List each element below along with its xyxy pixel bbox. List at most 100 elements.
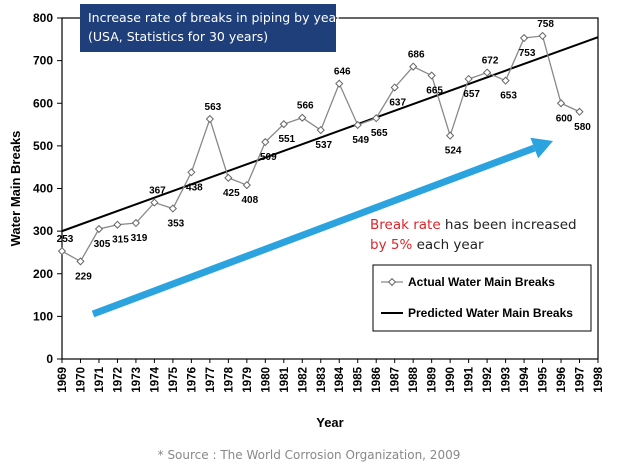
y-tick-label: 300	[33, 224, 53, 238]
data-label: 566	[297, 101, 314, 112]
data-label: 353	[168, 219, 185, 230]
data-label: 753	[519, 48, 536, 59]
actual-breaks-point	[224, 173, 233, 182]
x-tick-label: 1987	[390, 367, 402, 393]
x-tick-label: 1974	[149, 366, 161, 392]
y-tick-label: 800	[33, 11, 53, 25]
x-tick-label: 1985	[353, 366, 365, 392]
data-label: 600	[556, 113, 573, 124]
data-label: 229	[75, 271, 92, 282]
actual-breaks-point	[76, 257, 85, 266]
data-label: 665	[426, 86, 443, 97]
legend-actual-label: Actual Water Main Breaks	[408, 275, 555, 289]
actual-breaks-point	[372, 114, 381, 123]
x-tick-label: 1986	[371, 367, 383, 393]
actual-breaks-point	[538, 31, 547, 41]
actual-breaks-point	[205, 114, 214, 124]
data-label: 565	[371, 128, 388, 139]
predicted-trend-line	[61, 36, 599, 233]
data-label: 315	[112, 235, 129, 246]
data-label: 646	[334, 67, 351, 78]
data-label: 438	[186, 182, 203, 193]
x-tick-label: 1993	[501, 367, 513, 393]
y-tick-label: 400	[33, 182, 53, 196]
break-rate-annotation: Break rate has been increased by 5% each…	[370, 215, 577, 255]
chart-title-line2: (USA, Statistics for 30 years)	[88, 29, 269, 44]
actual-breaks-point	[353, 120, 362, 130]
actual-breaks-point	[316, 125, 325, 135]
data-label: 580	[574, 122, 591, 133]
actual-breaks-point	[575, 107, 584, 116]
x-tick-label: 1994	[519, 366, 531, 392]
actual-breaks-point	[187, 168, 196, 177]
annotation-each-year: each year	[412, 237, 484, 253]
chart-title-box: Increase rate of breaks in piping by yea…	[80, 4, 342, 52]
x-tick-label: 1973	[131, 367, 143, 393]
actual-breaks-point	[464, 74, 473, 84]
data-label: 408	[241, 195, 258, 206]
x-tick-label: 1975	[168, 366, 180, 392]
data-label: 367	[149, 186, 166, 197]
data-label: 425	[223, 188, 240, 199]
x-tick-label: 1997	[575, 367, 587, 393]
x-tick-label: 1972	[112, 367, 124, 393]
x-tick-label: 1977	[205, 367, 217, 393]
x-tick-label: 1988	[408, 366, 420, 392]
actual-breaks-point	[261, 137, 270, 147]
source-note: * Source : The World Corrosion Organizat…	[157, 448, 461, 462]
x-tick-label: 1969	[57, 367, 69, 393]
actual-breaks-point	[94, 224, 104, 234]
x-tick-label: 1998	[593, 366, 605, 392]
x-tick-label: 1970	[75, 367, 87, 393]
chart-title-line1: Increase rate of breaks in piping by yea…	[88, 10, 342, 25]
annotation-break-rate: Break rate	[370, 217, 441, 233]
data-label: 537	[315, 140, 332, 151]
y-tick-label: 100	[33, 309, 53, 323]
actual-breaks-point	[335, 79, 344, 88]
x-tick-label: 1991	[464, 366, 476, 392]
data-label: 563	[205, 102, 222, 113]
x-axis-title: Year	[316, 415, 343, 430]
x-tick-label: 1980	[260, 367, 272, 393]
actual-breaks-point	[131, 218, 141, 228]
x-tick-label: 1982	[297, 367, 309, 393]
data-label: 672	[482, 56, 499, 67]
data-label: 305	[94, 239, 111, 250]
actual-breaks-point	[168, 204, 178, 213]
x-tick-label: 1976	[186, 367, 198, 393]
x-tick-label: 1992	[482, 367, 494, 393]
data-label: 657	[463, 89, 480, 100]
actual-breaks-point	[519, 33, 529, 43]
actual-breaks-point	[446, 131, 455, 140]
y-tick-label: 500	[33, 139, 53, 153]
x-tick-label: 1978	[223, 366, 235, 392]
data-label: 524	[445, 146, 462, 157]
actual-breaks-point	[279, 120, 288, 129]
x-tick-label: 1981	[279, 366, 291, 392]
y-tick-label: 200	[33, 267, 53, 281]
y-tick-label: 0	[46, 352, 53, 366]
data-label: 758	[537, 19, 554, 30]
actual-breaks-point	[556, 99, 566, 108]
x-tick-label: 1989	[427, 367, 439, 393]
data-label: 686	[408, 50, 425, 61]
data-label: 637	[389, 97, 406, 108]
actual-breaks-point	[427, 71, 436, 80]
annotation-rate-value: by 5%	[370, 237, 413, 253]
data-label: 551	[278, 134, 295, 145]
annotation-increased: has been increased	[440, 217, 577, 233]
trend-arrow-head	[530, 137, 553, 159]
y-axis-title: Water Main Breaks	[8, 131, 23, 247]
x-tick-label: 1983	[316, 367, 328, 393]
actual-breaks-point	[409, 62, 418, 71]
legend-actual-marker	[387, 277, 397, 287]
y-tick-label: 600	[33, 96, 53, 110]
actual-breaks-point	[113, 220, 122, 229]
actual-breaks-point	[150, 198, 159, 207]
x-tick-label: 1995	[538, 366, 550, 392]
x-tick-label: 1990	[445, 367, 457, 393]
actual-breaks-point	[298, 113, 307, 122]
data-label: 549	[352, 135, 369, 146]
actual-breaks-point	[501, 76, 510, 85]
